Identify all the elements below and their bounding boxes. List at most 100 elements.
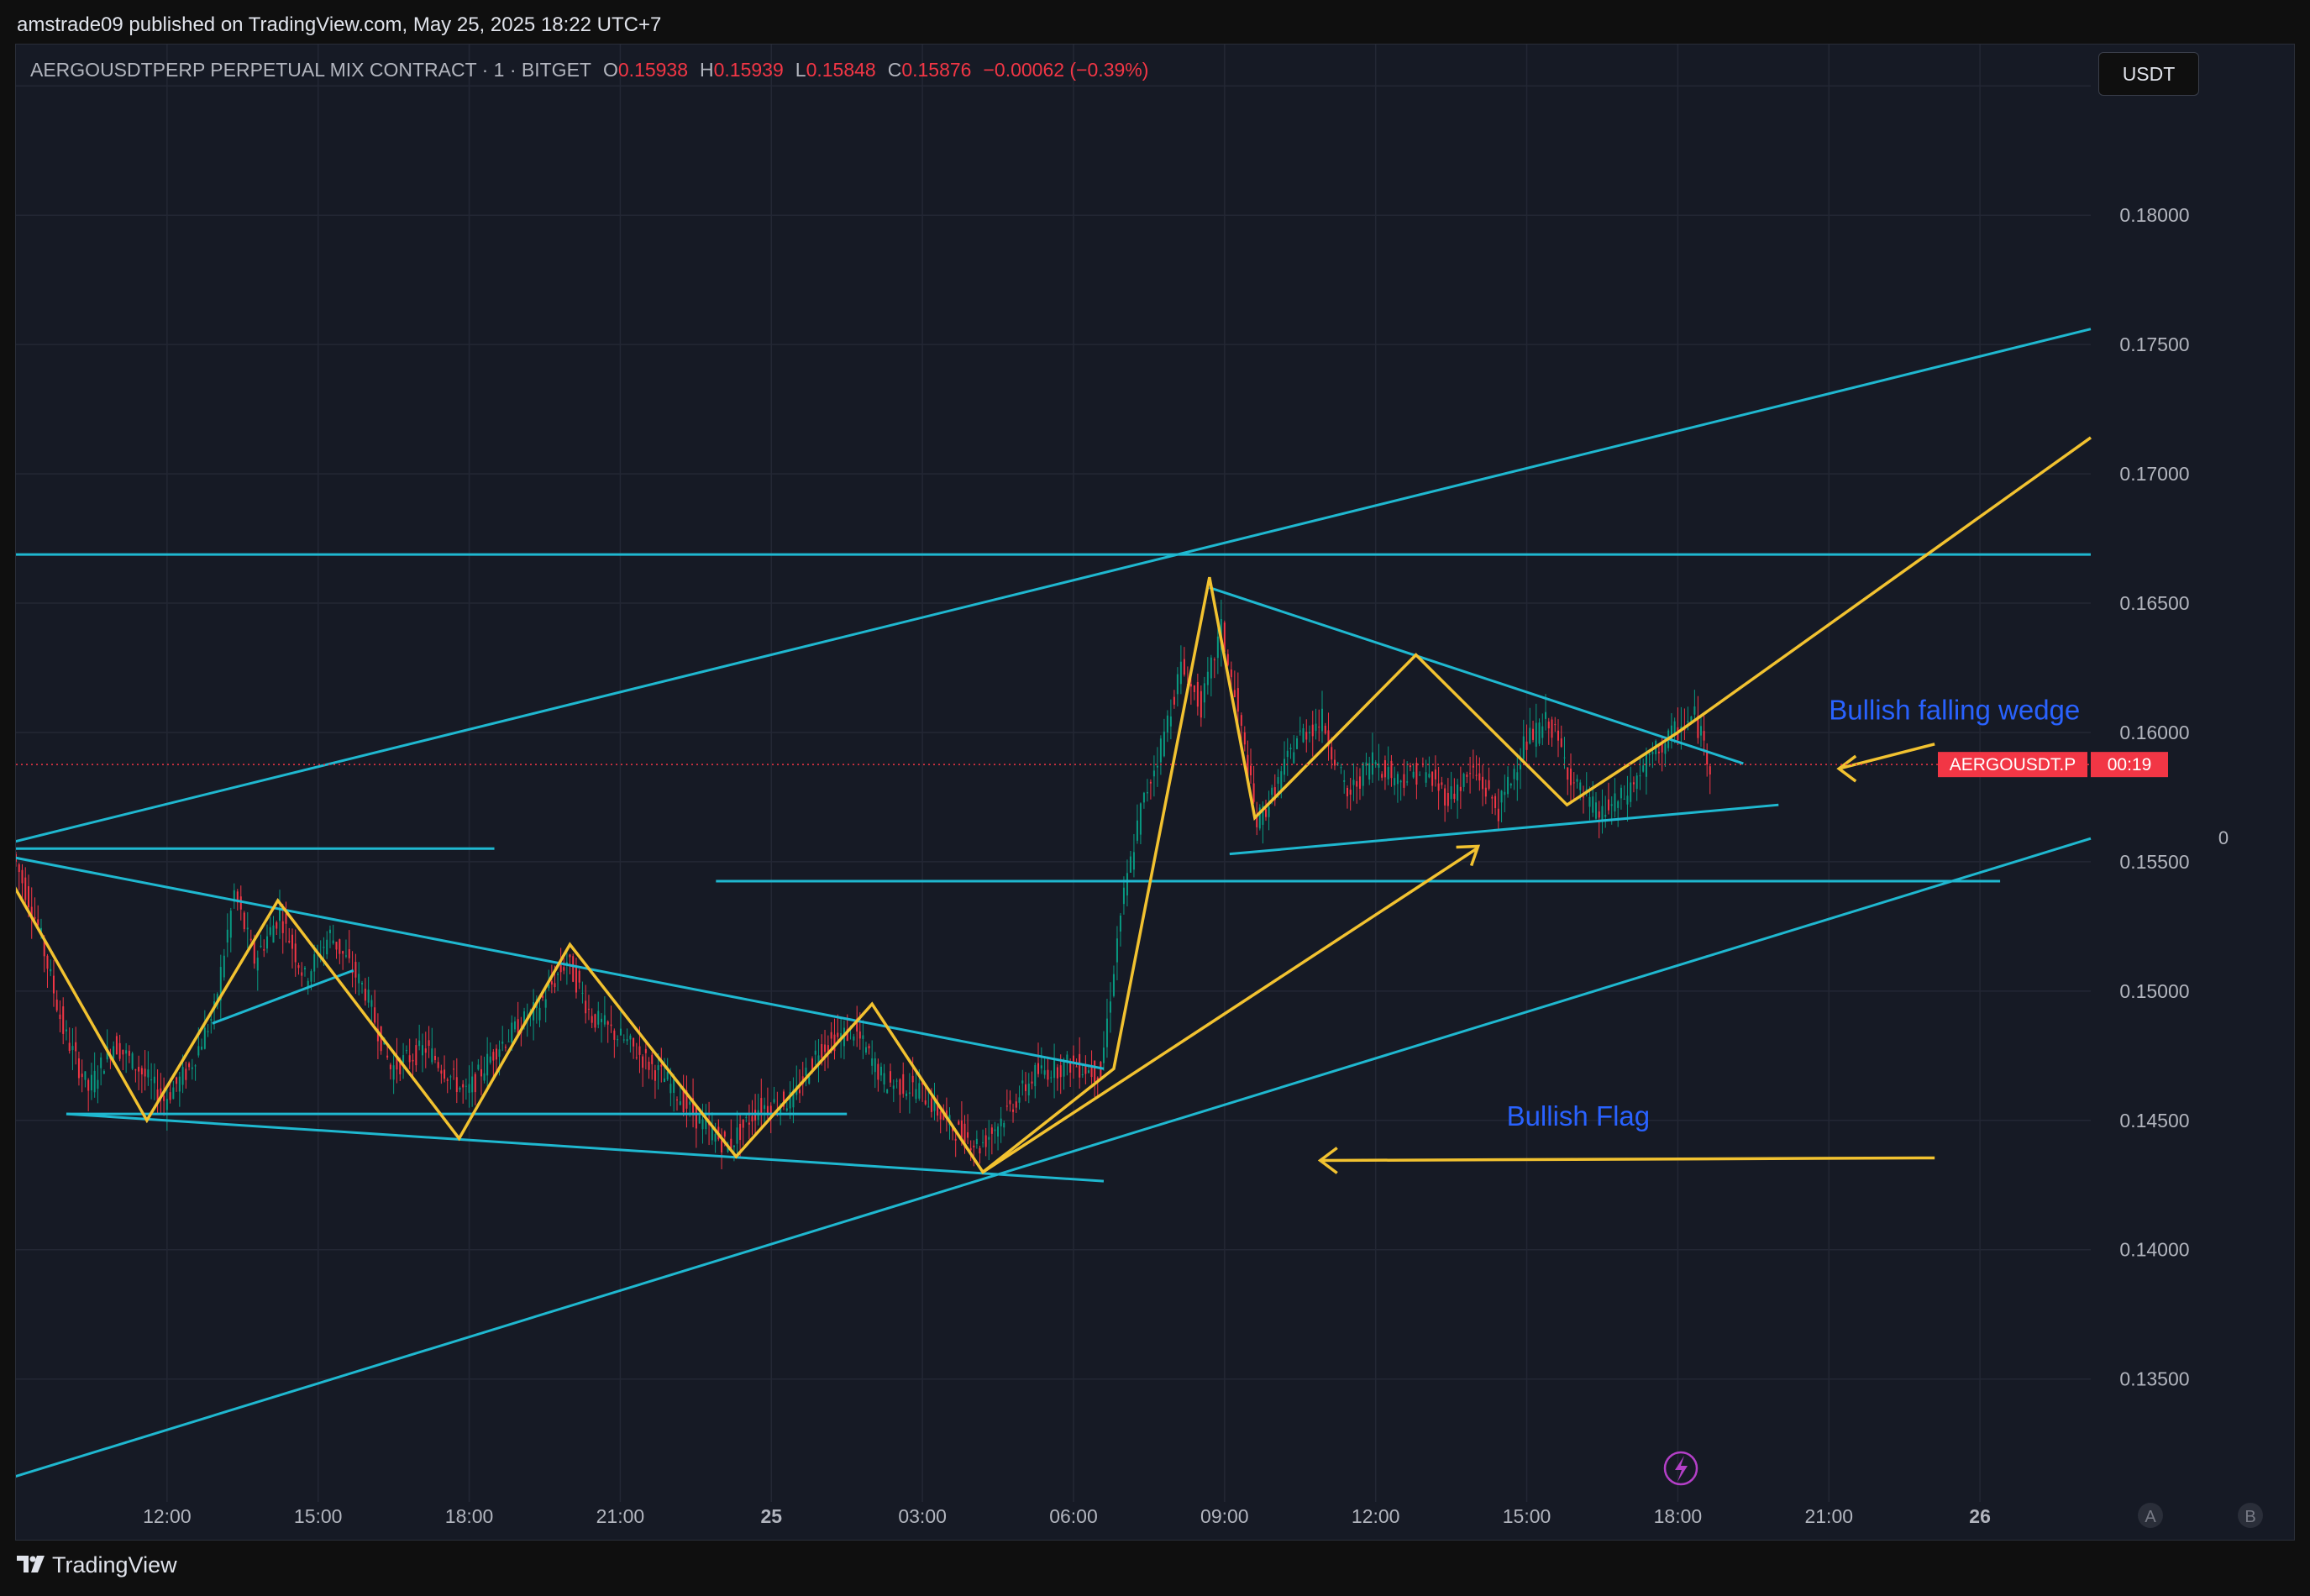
candle-body — [278, 909, 281, 921]
candle-body — [150, 1079, 153, 1081]
candle-body — [1673, 721, 1676, 734]
candle-body — [43, 937, 45, 957]
candle-body — [348, 949, 350, 958]
candle-body — [1320, 708, 1323, 732]
log-scale-button[interactable]: B — [2238, 1503, 2263, 1528]
candle-body — [1031, 1081, 1033, 1084]
candle-body — [714, 1134, 717, 1142]
candle-body — [449, 1076, 452, 1078]
candle-body — [830, 1032, 832, 1039]
candle-body — [1610, 804, 1613, 806]
candle-body — [489, 1056, 491, 1063]
lightning-icon[interactable] — [1663, 1451, 1698, 1486]
time-axis[interactable]: 12:00 15:00 18:00 21:00 25 03:00 06:00 09:00 12:… — [143, 1505, 1991, 1527]
candle-body — [945, 1110, 948, 1118]
candle-body — [46, 955, 49, 969]
candle-body — [1378, 763, 1380, 768]
pattern-path[interactable] — [1838, 743, 1935, 770]
candle-body — [575, 967, 577, 993]
candle-body — [335, 942, 338, 950]
candle-body — [1090, 1066, 1093, 1078]
candle-body — [1560, 738, 1562, 748]
candle-body — [1100, 1062, 1102, 1079]
candle-body — [1579, 782, 1582, 790]
candle-body — [814, 1050, 816, 1055]
candle-body — [559, 964, 562, 973]
trend-line[interactable] — [16, 328, 2092, 847]
candle-body — [380, 1026, 382, 1052]
candle-body — [648, 1061, 650, 1070]
time-tick-label: 03:00 — [898, 1505, 947, 1527]
candle-body — [721, 1140, 723, 1152]
trend-line[interactable] — [66, 1112, 1105, 1183]
candle-body — [673, 1079, 675, 1094]
candle-body — [874, 1058, 876, 1073]
candle-body — [1021, 1080, 1024, 1084]
candle-body — [361, 983, 364, 984]
candle-body — [128, 1050, 130, 1056]
candle-body — [899, 1079, 901, 1095]
candle-body — [1356, 780, 1358, 787]
candle-body — [62, 1006, 65, 1034]
candle-body — [1396, 774, 1399, 785]
trend-drawings[interactable]: Bullish falling wedge Bullish Flag — [16, 328, 2092, 1483]
candle-body — [374, 1007, 376, 1023]
currency-button[interactable]: USDT — [2098, 52, 2199, 96]
candle-body — [266, 936, 269, 949]
candle-body — [1210, 657, 1212, 679]
candle-body — [1203, 683, 1205, 703]
candle-body — [1258, 807, 1261, 829]
candle-body — [1327, 730, 1330, 747]
candle-body — [37, 919, 39, 926]
candle-body — [773, 1099, 775, 1103]
candle-body — [77, 1058, 80, 1079]
candle-body — [471, 1076, 474, 1093]
trend-line[interactable] — [16, 854, 1105, 1070]
candle-body — [1500, 790, 1503, 803]
symbol-legend[interactable]: AERGOUSDTPERP PERPETUAL MIX CONTRACT · 1… — [30, 59, 1148, 81]
candle-body — [453, 1068, 455, 1070]
pattern-path[interactable] — [1320, 1156, 1935, 1163]
symbol-name[interactable]: AERGOUSDTPERP PERPETUAL MIX CONTRACT · 1… — [30, 59, 591, 81]
price-chart[interactable]: 0.185000.180000.175000.170000.165000.160… — [16, 45, 2294, 1540]
pattern-path[interactable] — [982, 848, 1478, 1173]
chart-annotation[interactable]: Bullish Flag — [1507, 1100, 1651, 1131]
trend-line[interactable] — [212, 969, 354, 1025]
candle-body — [864, 1047, 867, 1053]
auto-scale-button[interactable]: A — [2138, 1503, 2163, 1528]
trend-line[interactable] — [1229, 803, 1779, 856]
candle-body — [396, 1056, 398, 1070]
candle-body — [902, 1074, 905, 1095]
candle-body — [1690, 716, 1693, 722]
candle-body — [90, 1074, 92, 1091]
candle-body — [210, 1019, 213, 1021]
symbol-tag-bg — [1938, 752, 2087, 778]
candle-body — [742, 1119, 744, 1128]
candle-body — [1639, 775, 1641, 777]
candle-body — [1365, 762, 1368, 766]
candle-body — [782, 1091, 785, 1107]
chart-annotation[interactable]: Bullish falling wedge — [1829, 695, 2080, 726]
candle-body — [669, 1084, 672, 1094]
candle-body — [975, 1138, 978, 1144]
candle-body — [601, 1018, 603, 1022]
candle-body — [1289, 748, 1292, 749]
trend-line[interactable] — [16, 837, 2092, 1483]
candle-body — [1657, 751, 1660, 753]
candle-body — [1226, 654, 1229, 665]
candle-body — [952, 1127, 954, 1131]
candle-body — [1620, 787, 1622, 799]
candle-body — [984, 1135, 987, 1147]
candle-body — [68, 1042, 71, 1052]
candle-body — [1383, 760, 1386, 778]
trend-line[interactable] — [1209, 586, 1744, 765]
tradingview-logo[interactable]: TradingView — [17, 1552, 177, 1578]
open-value: 0.15938 — [617, 59, 688, 81]
candle-body — [1632, 782, 1635, 785]
chart-panel[interactable]: 0.185000.180000.175000.170000.165000.160… — [15, 44, 2295, 1541]
candle-body — [1166, 715, 1168, 733]
candle-body — [927, 1106, 930, 1108]
time-tick-label: 12:00 — [1352, 1505, 1400, 1527]
candle-body — [739, 1123, 742, 1141]
candle-body — [889, 1071, 891, 1083]
